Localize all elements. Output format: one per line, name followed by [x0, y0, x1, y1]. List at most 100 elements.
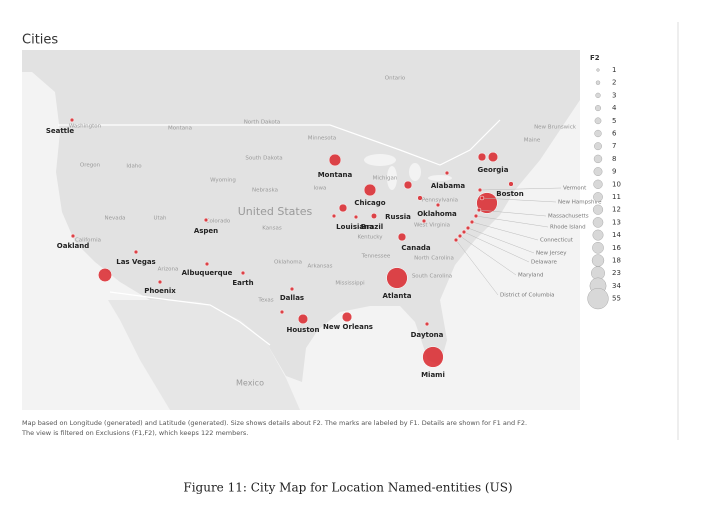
city-marker: [98, 268, 112, 282]
city-marker: [370, 212, 378, 220]
city-label: Alabama: [431, 182, 466, 190]
legend-label: 9: [612, 168, 616, 176]
city-label: Miami: [421, 371, 445, 379]
city-marker: [479, 195, 485, 201]
city-label: Russia: [385, 213, 411, 221]
city-label: Louisiana: [336, 223, 374, 231]
city-marker: [465, 225, 471, 231]
legend-label: 13: [612, 218, 621, 226]
legend-label: 18: [612, 257, 621, 265]
city-marker: [476, 207, 482, 213]
city-label: Atlanta: [383, 292, 412, 300]
city-marker: [331, 213, 337, 219]
map-label: West Virginia: [414, 223, 450, 229]
city-label: Aspen: [194, 227, 218, 235]
map-label: Kentucky: [357, 235, 383, 241]
city-marker: [289, 286, 295, 292]
legend-swatch: [592, 217, 604, 228]
mexico-land: [108, 300, 300, 410]
city-label: New Orleans: [323, 323, 373, 331]
legend-swatch: [594, 105, 602, 112]
city-marker: [457, 233, 463, 239]
leader-line: [471, 221, 539, 241]
legend-label: 7: [612, 142, 616, 150]
legend-swatch: [591, 254, 605, 267]
city-marker: [297, 313, 309, 325]
legend-swatch: [594, 142, 602, 151]
legend-swatch: [596, 68, 600, 72]
city-label: Georgia: [478, 166, 509, 174]
city-marker: [203, 217, 209, 223]
caption: Figure 11: City Map for Location Named-e…: [183, 481, 512, 495]
city-marker: [338, 203, 348, 213]
map-label: Pennsylvania: [422, 198, 458, 204]
map-label: Mississippi: [335, 281, 365, 287]
map-label: Kansas: [262, 226, 282, 232]
city-marker: [363, 183, 377, 197]
legend-swatch: [595, 80, 601, 85]
map-label: Arkansas: [307, 264, 332, 270]
border: [58, 119, 501, 166]
city-label: Seattle: [46, 127, 75, 135]
map-label: Nebraska: [252, 188, 278, 194]
city-marker: [240, 270, 246, 276]
map-label: South Carolina: [412, 274, 452, 280]
map-label: Utah: [153, 216, 167, 222]
city-label: District of Columbia: [500, 293, 555, 299]
city-marker: [444, 170, 450, 176]
city-marker: [70, 233, 76, 239]
map-label: Tennessee: [361, 254, 391, 260]
city-marker: [473, 213, 479, 219]
map-label: South Dakota: [245, 156, 282, 162]
city-label: Earth: [232, 279, 253, 287]
legend-label: 3: [612, 91, 616, 99]
map-label: California: [75, 238, 101, 244]
leader-line: [478, 209, 547, 217]
title: Cities: [22, 33, 58, 48]
legend-swatch: [593, 179, 603, 189]
legend-label: 1: [612, 66, 616, 74]
legend-label: 12: [612, 206, 621, 214]
legend-swatch: [587, 287, 609, 310]
map-label: North Carolina: [414, 256, 454, 262]
city-label: New Hampshire: [558, 200, 602, 206]
leader-line: [481, 197, 557, 203]
legend-swatch: [592, 229, 604, 241]
city-label: Brazil: [361, 223, 383, 231]
city-label: Rhode Island: [550, 225, 586, 231]
legend-label: 55: [612, 295, 621, 303]
city-label: Montana: [318, 171, 353, 179]
map-label: Idaho: [126, 164, 142, 170]
legend-label: 10: [612, 180, 621, 188]
city-marker: [421, 218, 427, 224]
legend-label: 5: [612, 117, 616, 125]
lake: [409, 163, 421, 181]
map-label: Michigan: [373, 176, 398, 182]
city-marker: [403, 180, 413, 190]
city-marker: [487, 151, 499, 163]
city-label: Massachusetts: [548, 214, 589, 220]
city-marker: [353, 214, 359, 220]
legend-label: 16: [612, 244, 621, 252]
city-label: New Jersey: [536, 251, 567, 257]
city-label: Connecticut: [540, 238, 574, 244]
city-marker: [453, 237, 459, 243]
map-label: Oregon: [80, 163, 101, 169]
city-marker: [461, 229, 467, 235]
legend-label: 4: [612, 104, 617, 112]
map-label: Wyoming: [210, 178, 236, 184]
legend-title: F2: [590, 54, 600, 62]
border: [109, 291, 271, 346]
city-label: Boston: [496, 190, 523, 198]
map-label: Montana: [168, 126, 192, 132]
map-label: North Dakota: [244, 120, 281, 126]
map-label: Maine: [524, 138, 541, 144]
city-marker: [157, 279, 163, 285]
city-marker: [386, 267, 408, 289]
city-label: Oakland: [57, 242, 89, 250]
map-label: Arizona: [158, 267, 179, 273]
legend-label: 2: [612, 79, 616, 87]
city-marker: [477, 152, 487, 162]
legend-swatch: [593, 192, 603, 202]
map-label: Colorado: [206, 219, 231, 225]
